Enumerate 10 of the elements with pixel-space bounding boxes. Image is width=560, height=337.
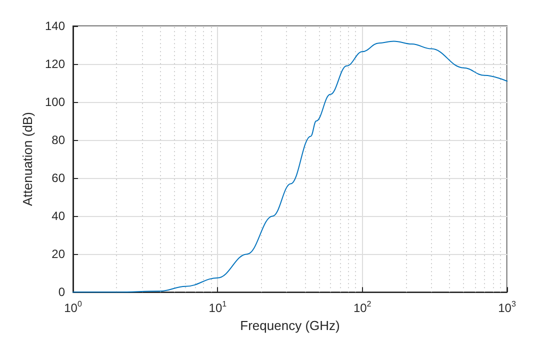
y-tick-label: 120: [44, 57, 66, 72]
y-tick-label: 80: [52, 133, 66, 148]
y-tick-label: 140: [44, 19, 66, 33]
y-tick-label: 0: [58, 285, 66, 300]
y-tick-label: 20: [52, 247, 66, 262]
x-axis-title: Frequency (GHz): [240, 318, 340, 333]
y-tick-label: 40: [52, 209, 66, 224]
y-tick-label: 100: [44, 95, 66, 110]
y-tick-label: 60: [52, 171, 66, 186]
y-axis-title: Attenuation (dB): [20, 112, 36, 206]
